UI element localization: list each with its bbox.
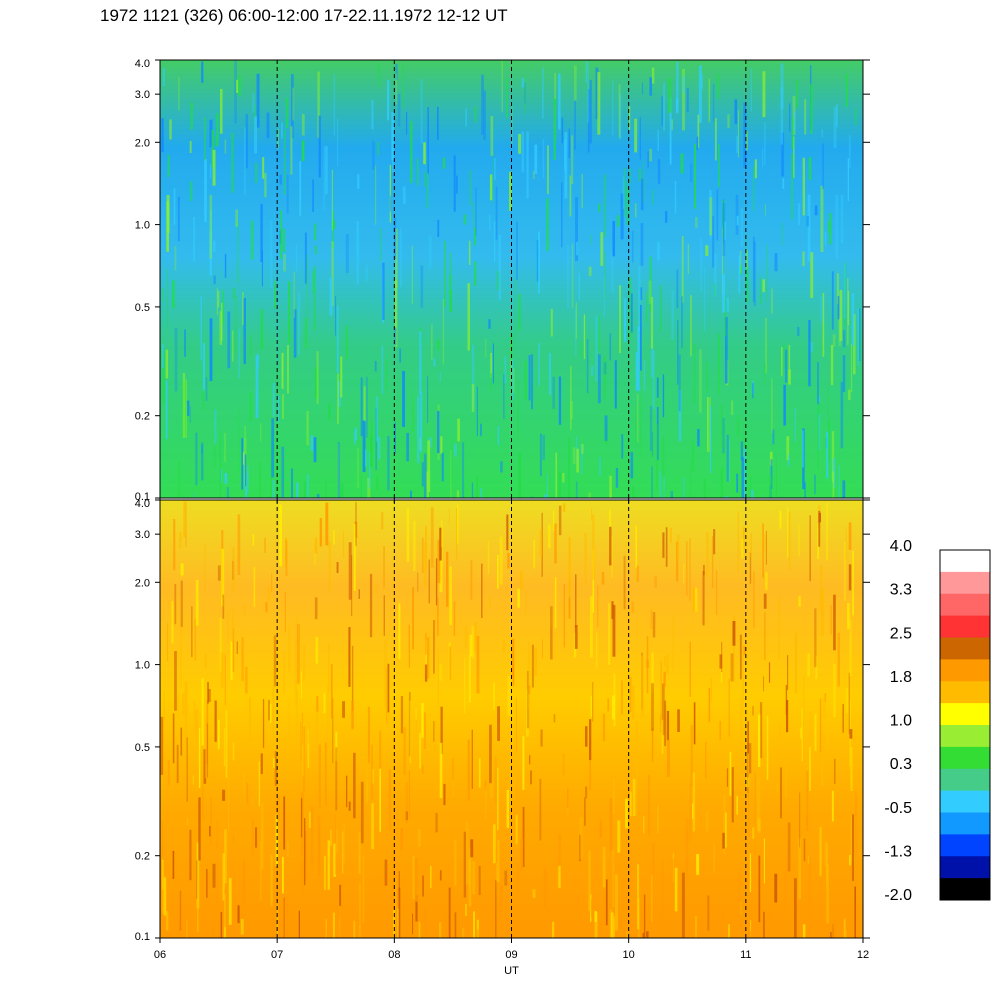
colorbar-label: -0.5	[884, 800, 912, 817]
y-tick-label: 0.2	[135, 851, 150, 863]
x-tick-label: 11	[740, 949, 751, 961]
colorbar-swatch	[940, 725, 990, 748]
x-tick-label: 12	[857, 949, 869, 961]
colorbar-label: 2.5	[890, 625, 912, 642]
colorbar-swatch	[940, 659, 990, 682]
y-tick-label: 2.0	[135, 137, 150, 149]
colorbar-swatch	[940, 746, 990, 770]
y-tick-label: 0.2	[135, 411, 150, 423]
colorbar-label: 0.3	[890, 756, 912, 773]
colorbar-swatch	[940, 768, 990, 792]
colorbar-swatch	[940, 681, 990, 704]
y-tick-label: 1.0	[135, 220, 150, 232]
colorbar-label: 1.0	[890, 713, 912, 730]
colorbar-swatch	[940, 593, 990, 617]
y-tick-label: 0.5	[135, 742, 150, 754]
y-tick-label: 0.5	[135, 302, 150, 314]
colorbar-label: -1.3	[884, 843, 912, 860]
y-tick-label: 4.0	[135, 498, 150, 510]
chart-title: 1972 1121 (326) 06:00-12:00 17-22.11.197…	[100, 6, 508, 25]
y-tick-label: 4.0	[135, 58, 150, 70]
colorbar-swatch	[940, 571, 990, 595]
colorbar-swatch	[940, 878, 990, 901]
colorbar-label: 1.8	[890, 669, 912, 686]
colorbar-label: 4.0	[890, 538, 912, 555]
x-axis-label: UT	[504, 965, 519, 977]
colorbar-swatch	[940, 790, 990, 814]
colorbar-swatch	[940, 637, 990, 660]
colorbar-swatch	[940, 703, 990, 726]
colorbar-frame	[939, 549, 991, 901]
colorbar-label: 3.3	[890, 582, 912, 599]
colorbar-swatch	[940, 834, 990, 857]
heatmap-texture	[160, 501, 863, 938]
heatmap-texture	[161, 60, 863, 498]
x-tick-label: 09	[505, 949, 517, 961]
colorbar-swatch	[940, 812, 990, 835]
y-tick-label: 1.0	[135, 660, 150, 672]
x-tick-label: 10	[623, 949, 635, 961]
x-tick-label: 07	[271, 949, 283, 961]
colorbar-swatch	[940, 856, 990, 879]
y-tick-label: 0.1	[135, 491, 150, 503]
colorbar-label: -2.0	[884, 887, 912, 904]
spectrogram-panel-bottom	[159, 499, 864, 939]
y-tick-label: 0.1	[135, 931, 150, 943]
x-tick-label: 06	[154, 949, 166, 961]
colorbar-swatch	[940, 550, 990, 573]
y-tick-label: 3.0	[135, 529, 150, 541]
y-tick-label: 3.0	[135, 89, 150, 101]
colorbar-swatch	[940, 615, 990, 639]
y-tick-label: 2.0	[135, 577, 150, 589]
spectrogram-panel-top	[159, 59, 864, 499]
colorbar: 4.0 3.3 2.5 1.8 1.0 0.3 -0.5 -1.3 -2.0	[884, 538, 991, 904]
x-tick-label: 08	[388, 949, 400, 961]
